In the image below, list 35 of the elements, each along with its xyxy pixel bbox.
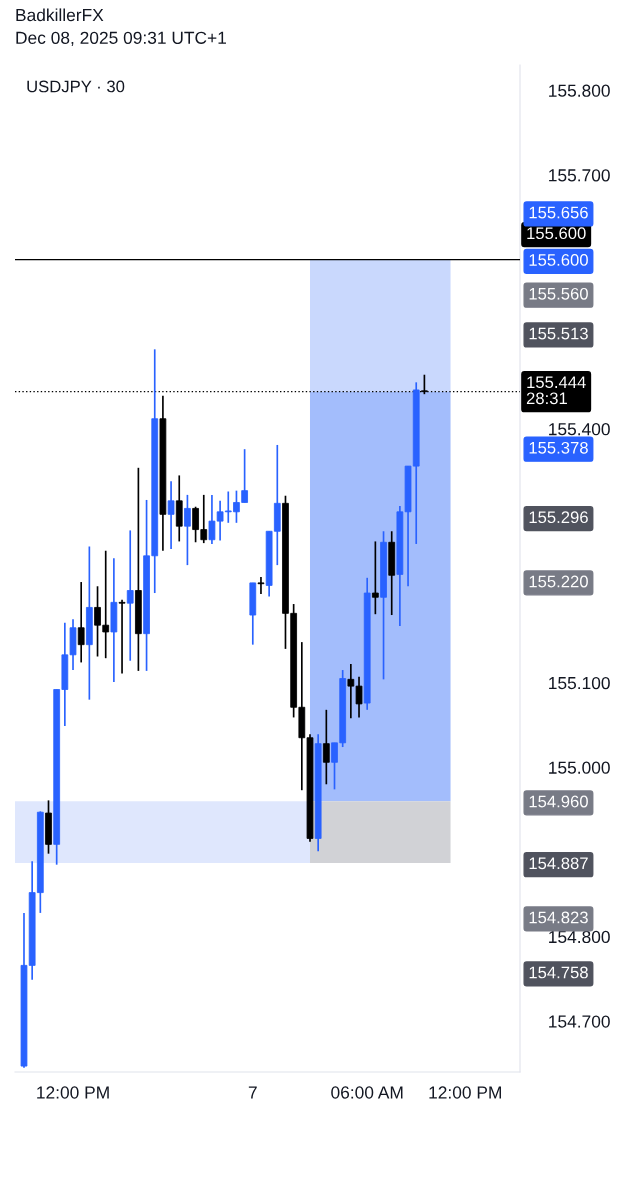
candlestick — [257, 576, 265, 595]
x-tick-label: 06:00 AM — [331, 1086, 403, 1099]
candlestick — [167, 480, 175, 550]
candlestick — [77, 581, 85, 664]
candlestick — [322, 708, 330, 786]
candlestick — [118, 598, 126, 675]
text: BadkillerFX — [16, 8, 104, 22]
y-tick-label: 155.000 — [549, 761, 610, 774]
y2-tick-label: 154.823 — [529, 911, 588, 924]
y2-tick-label: 155.220 — [529, 575, 588, 588]
candlestick — [184, 494, 191, 566]
text: USDJPY · 30 — [27, 80, 125, 93]
y2-tick-label: 155.513 — [529, 327, 588, 340]
text: Dec 08, 2025 09:31 UTC+1 — [16, 31, 226, 46]
x-tick-label: 7 — [248, 1086, 257, 1099]
y2-tick-label: 154.887 — [529, 857, 588, 870]
y2-tick-label: 154.960 — [529, 795, 588, 808]
y2-tick-label: 154.758 — [529, 966, 588, 979]
y2-tick-label: 155.378 — [529, 441, 588, 454]
x-tick-label: 12:00 PM — [429, 1086, 501, 1099]
x-tick-label: 12:00 PM — [37, 1086, 109, 1099]
ref-line-label: 155.600 — [527, 227, 586, 240]
y-tick-label: 154.700 — [549, 1015, 610, 1028]
y-tick-label: 155.700 — [549, 169, 610, 182]
y2-tick-label: 155.296 — [529, 511, 588, 524]
candlestick — [126, 529, 134, 662]
y-tick-label: 154.800 — [549, 930, 610, 944]
y2-tick-label: 155.560 — [529, 287, 588, 300]
y-tick-label: 155.800 — [549, 84, 610, 97]
y-tick-label: 155.100 — [549, 676, 610, 690]
y-tick-label: 155.400 — [549, 423, 610, 436]
ref-line-label: 155.444 28:31 — [526, 376, 586, 405]
y2-tick-label: 155.656 — [529, 206, 588, 219]
y2-tick-label: 155.600 — [529, 254, 588, 266]
candlestick — [372, 540, 379, 616]
